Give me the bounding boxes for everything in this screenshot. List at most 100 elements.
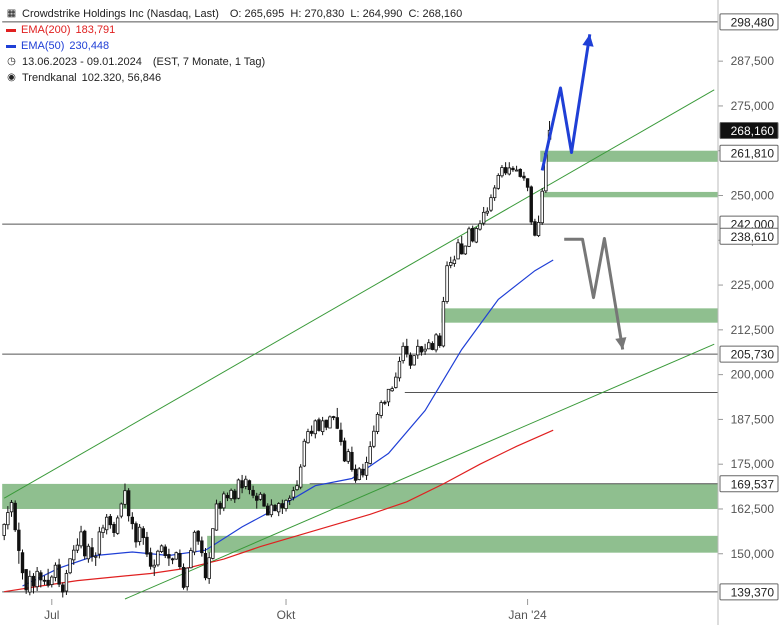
y-tick-label-10: 275,000 xyxy=(731,99,775,113)
candle-130 xyxy=(478,220,482,231)
candle-body xyxy=(222,493,226,509)
candle-body xyxy=(200,540,204,554)
candle-body xyxy=(339,429,343,443)
candle-49 xyxy=(181,563,186,590)
price-tag-label: 169,537 xyxy=(731,477,775,491)
candle-89 xyxy=(328,415,332,429)
candle-8 xyxy=(31,573,36,594)
candle-body xyxy=(306,431,310,444)
candle-body xyxy=(31,575,36,587)
candle-117 xyxy=(430,341,435,351)
candle-63 xyxy=(233,488,237,503)
candle-body xyxy=(445,265,449,302)
candle-70 xyxy=(258,492,263,501)
candle-42 xyxy=(156,549,160,567)
candle-body xyxy=(364,461,369,476)
candle-86 xyxy=(317,417,321,432)
candle-85 xyxy=(313,419,317,439)
candle-body xyxy=(298,466,303,488)
candle-119 xyxy=(438,333,442,348)
candle-body xyxy=(79,531,83,547)
candle-body xyxy=(368,446,372,464)
candle-body xyxy=(17,529,21,551)
candle-78 xyxy=(287,495,292,506)
candle-5 xyxy=(20,549,25,580)
candle-134 xyxy=(492,185,497,201)
candle-51 xyxy=(189,547,193,569)
candle-45 xyxy=(167,548,171,566)
candle-61 xyxy=(225,492,230,502)
bearish-arrow-path xyxy=(564,237,625,350)
candle-body xyxy=(86,545,91,560)
candle-48 xyxy=(178,549,182,570)
candle-body xyxy=(474,228,479,243)
candle-body xyxy=(320,420,325,432)
candle-body xyxy=(42,579,47,582)
candle-59 xyxy=(218,501,222,515)
candle-27 xyxy=(101,524,105,538)
candle-body xyxy=(459,243,464,255)
candle-62 xyxy=(229,488,233,501)
ema50-value: 230,448 xyxy=(69,40,110,52)
candle-113 xyxy=(416,339,420,359)
bullish-arrow-path xyxy=(540,34,592,171)
price-tag-7: 139,370 xyxy=(719,583,779,601)
candle-94 xyxy=(346,448,350,464)
x-axis-layer: Jul Okt Jan '24 xyxy=(44,599,547,622)
price-tag-box xyxy=(719,475,779,493)
candle-43 xyxy=(159,544,164,554)
candle-body xyxy=(90,547,94,558)
trend-values: 102.320, 56,846 xyxy=(81,72,162,84)
y-tick-label-2: 175,000 xyxy=(731,457,775,471)
candle-body xyxy=(379,402,383,416)
candle-body xyxy=(13,502,17,531)
period-range: 13.06.2023 - 09.01.2024 xyxy=(22,56,142,68)
candle-body xyxy=(255,495,259,501)
candle-body xyxy=(28,575,32,593)
price-tag-label: 268,160 xyxy=(731,124,775,138)
price-tag-box xyxy=(719,345,779,363)
candle-body xyxy=(357,468,361,480)
candle-0 xyxy=(2,523,6,541)
candle-body xyxy=(251,489,255,496)
candle-body xyxy=(192,531,197,553)
candle-115 xyxy=(423,343,427,355)
candle-127 xyxy=(467,226,471,248)
candle-41 xyxy=(152,559,156,576)
trend-channel-line-0 xyxy=(3,89,715,499)
candle-body xyxy=(178,552,182,568)
ema50-label: EMA(50) xyxy=(21,40,65,52)
y-tick-label-6: 225,000 xyxy=(731,278,775,292)
candle-3 xyxy=(13,500,17,532)
candle-104 xyxy=(383,400,387,406)
candle-54 xyxy=(200,536,204,557)
candle-142 xyxy=(522,171,526,181)
candle-122 xyxy=(449,256,453,269)
candle-124 xyxy=(456,238,460,260)
candle-105 xyxy=(386,388,391,407)
candle-body xyxy=(514,169,519,172)
candle-body xyxy=(233,490,237,500)
candle-body xyxy=(350,451,354,470)
candle-55 xyxy=(203,548,208,581)
candle-125 xyxy=(459,235,464,255)
target-icon: ◉ xyxy=(7,72,16,83)
price-tag-label: 139,370 xyxy=(731,585,775,599)
candle-82 xyxy=(302,438,307,468)
candle-body xyxy=(229,489,233,499)
candle-body xyxy=(137,526,142,542)
candle-128 xyxy=(470,225,475,243)
candle-body xyxy=(397,360,402,379)
candle-10 xyxy=(39,570,43,588)
candle-1 xyxy=(6,506,10,530)
legend-trend-row: ◉ Trendkanal 102.320, 56,846 xyxy=(6,70,462,86)
candle-body xyxy=(438,335,442,347)
candle-body xyxy=(240,480,244,489)
candle-126 xyxy=(463,245,468,255)
candle-body xyxy=(485,210,490,214)
candle-81 xyxy=(298,464,303,490)
candle-body xyxy=(244,478,248,487)
candle-body xyxy=(492,187,497,199)
candle-body xyxy=(20,552,25,574)
